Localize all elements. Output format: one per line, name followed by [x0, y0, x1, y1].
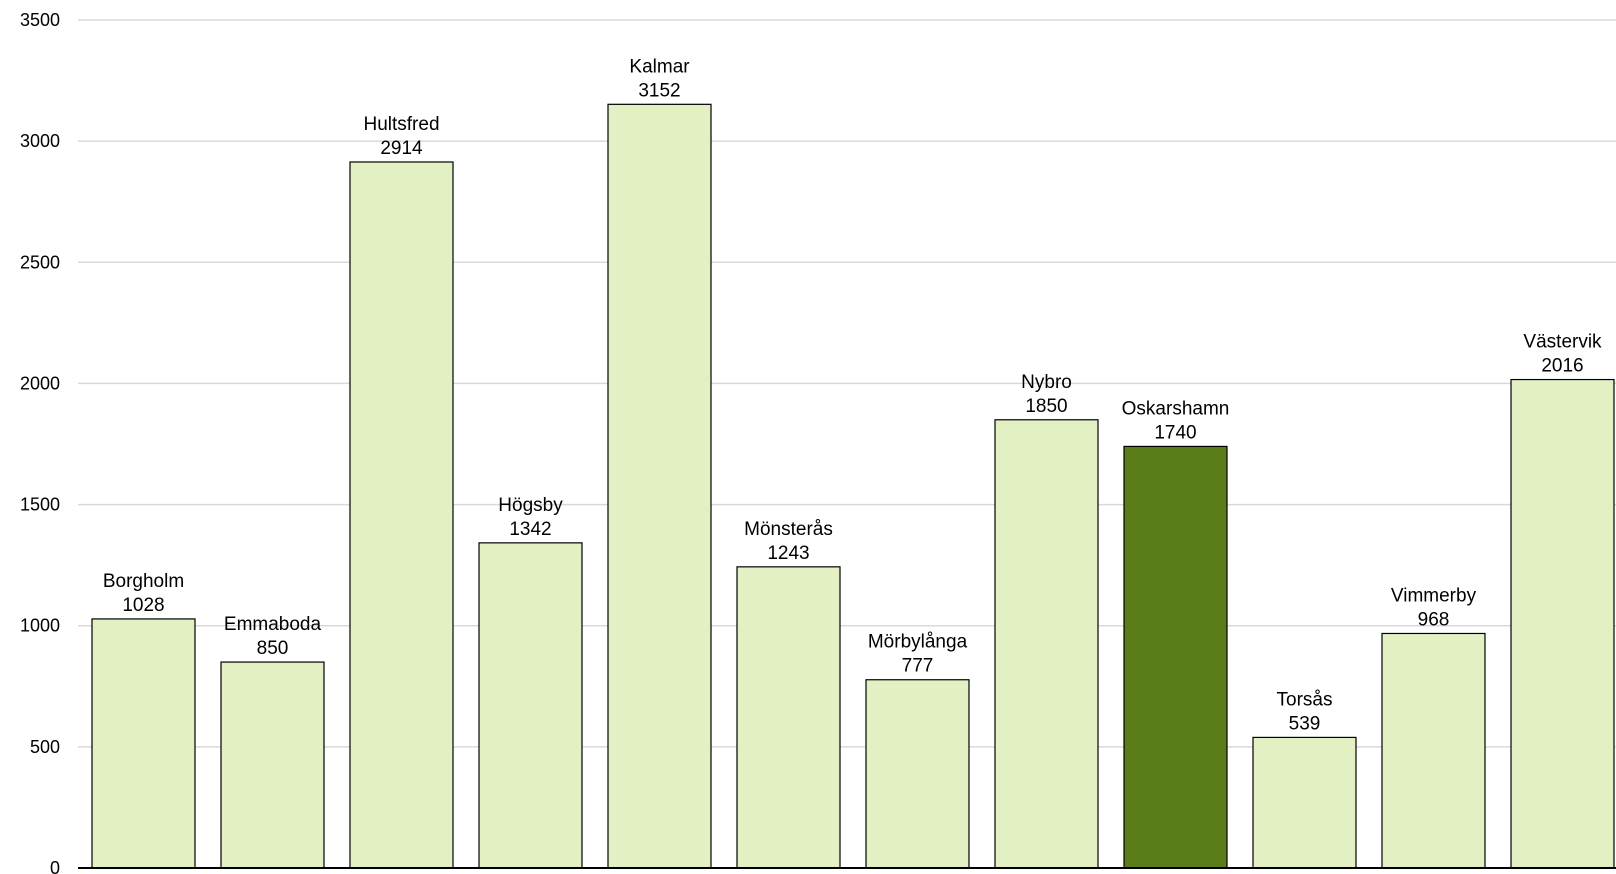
- bar-category-label: Mörbylånga: [868, 632, 968, 653]
- bar: [607, 103, 712, 869]
- bar: [736, 566, 841, 869]
- bar-category-label: Västervik: [1523, 332, 1602, 353]
- bar-category-label: Hultsfred: [363, 114, 439, 135]
- bar-value-label: 2016: [1541, 356, 1583, 377]
- gridlines: [78, 19, 1616, 748]
- bar-value-label: 1342: [509, 519, 551, 540]
- bar-category-label: Torsås: [1277, 689, 1333, 710]
- bar: [1252, 736, 1357, 869]
- y-tick-label: 500: [30, 737, 60, 757]
- y-tick-label: 2000: [20, 373, 60, 393]
- bar-value-label: 3152: [638, 80, 680, 101]
- bar-value-label: 1740: [1154, 422, 1196, 443]
- y-tick-label: 3000: [20, 131, 60, 151]
- bar-category-label: Vimmerby: [1391, 585, 1477, 606]
- bar-category-label: Borgholm: [103, 571, 184, 592]
- bar: [478, 542, 583, 869]
- bar: [91, 618, 196, 869]
- bar-category-label: Högsby: [498, 495, 563, 516]
- bar: [994, 419, 1099, 869]
- bar-value-label: 1243: [767, 543, 809, 564]
- bar-value-label: 777: [902, 656, 934, 677]
- y-tick-label: 2500: [20, 252, 60, 272]
- y-tick-label: 1000: [20, 616, 60, 636]
- bar-value-label: 1850: [1025, 396, 1067, 417]
- bar-category-label: Nybro: [1021, 372, 1072, 393]
- bar-value-label: 968: [1418, 609, 1450, 630]
- y-tick-label: 3500: [20, 10, 60, 30]
- bar-category-label: Kalmar: [629, 56, 690, 77]
- bar-value-label: 2914: [380, 138, 423, 159]
- bar-category-label: Oskarshamn: [1122, 398, 1230, 419]
- y-tick-label: 0: [50, 858, 60, 874]
- y-axis-tick-labels: 0 500 1000 1500 2000 2500 3000 3500: [20, 10, 60, 874]
- y-tick-label: 1500: [20, 495, 60, 515]
- bar-data-labels: Borgholm 1028 Emmaboda 850 Hultsfred 2914 Högs…: [103, 56, 1602, 734]
- bar: [220, 661, 325, 869]
- bar-highlighted: [1123, 445, 1228, 869]
- bar-category-label: Mönsterås: [744, 519, 833, 540]
- bars: [91, 103, 1615, 869]
- bar: [349, 161, 454, 869]
- bar-value-label: 539: [1289, 713, 1321, 734]
- bar: [1381, 632, 1486, 869]
- bar: [1510, 378, 1615, 869]
- bar: [865, 679, 970, 869]
- bar-value-label: 850: [257, 638, 289, 659]
- bar-category-label: Emmaboda: [224, 614, 322, 635]
- bar-value-label: 1028: [122, 595, 164, 616]
